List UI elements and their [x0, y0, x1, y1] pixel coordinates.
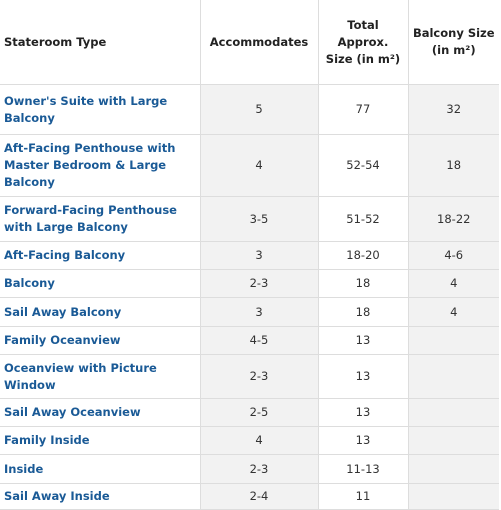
cell: 32	[407, 84, 499, 135]
stateroom-name: Aft-Facing Penthouse with Master Bedroom…	[0, 134, 200, 197]
cell: 5	[199, 84, 318, 135]
cell: 13	[317, 326, 408, 355]
cell: 4	[407, 297, 499, 327]
table-row: Sail Away Oceanview 2-5 13	[0, 398, 499, 427]
column-header: Accommodates	[199, 0, 318, 85]
cell: 18-20	[317, 241, 408, 270]
cell: 77	[317, 84, 408, 135]
cell: 3	[199, 241, 318, 270]
cell: 4	[199, 426, 318, 455]
cell: 4	[199, 134, 318, 197]
cell: 4-6	[407, 241, 499, 270]
cell: 13	[317, 354, 408, 399]
column-header: Stateroom Type	[0, 0, 200, 85]
cell: 4	[407, 269, 499, 298]
cell	[407, 354, 499, 399]
cell: 18	[317, 297, 408, 327]
table-row: Forward-Facing Penthouse with Large Balc…	[0, 196, 499, 242]
cell: 52-54	[317, 134, 408, 197]
cell: 2-3	[199, 269, 318, 298]
table-row: Aft-Facing Balcony 3 18-20 4-6	[0, 241, 499, 270]
cell: 3-5	[199, 196, 318, 242]
table-row: Owner's Suite with Large Balcony 5 77 32	[0, 84, 499, 135]
cell	[407, 426, 499, 455]
table-row: Sail Away Inside 2-4 11	[0, 483, 499, 510]
stateroom-name: Sail Away Oceanview	[0, 398, 200, 427]
cell: 2-3	[199, 454, 318, 484]
table-body: Owner's Suite with Large Balcony 5 77 32 Aft…	[0, 84, 499, 510]
cell: 4-5	[199, 326, 318, 355]
stateroom-name: Sail Away Balcony	[0, 297, 200, 327]
table-row: Sail Away Balcony 3 18 4	[0, 297, 499, 327]
stateroom-name: Aft-Facing Balcony	[0, 241, 200, 270]
cell: 18-22	[407, 196, 499, 242]
stateroom-name: Oceanview with Picture Window	[0, 354, 200, 399]
cell: 2-5	[199, 398, 318, 427]
cell: 13	[317, 398, 408, 427]
cell: 2-4	[199, 483, 318, 510]
cell: 18	[317, 269, 408, 298]
header-row: Stateroom Type Accommodates Total Approx. …	[0, 0, 499, 85]
table-row: Aft-Facing Penthouse with Master Bedroom…	[0, 134, 499, 197]
cell	[407, 483, 499, 510]
cell: 51-52	[317, 196, 408, 242]
table-row: Balcony 2-3 18 4	[0, 269, 499, 298]
column-header: Balcony Size (in m²)	[407, 0, 499, 85]
cell	[407, 398, 499, 427]
cell: 3	[199, 297, 318, 327]
stateroom-name: Sail Away Inside	[0, 483, 200, 510]
stateroom-name: Inside	[0, 454, 200, 484]
column-header: Total Approx. Size (in m²)	[317, 0, 408, 85]
table-row: Family Oceanview 4-5 13	[0, 326, 499, 355]
stateroom-name: Balcony	[0, 269, 200, 298]
table-row: Family Inside 4 13	[0, 426, 499, 455]
table-row: Oceanview with Picture Window 2-3 13	[0, 354, 499, 399]
stateroom-name: Family Inside	[0, 426, 200, 455]
stateroom-name: Family Oceanview	[0, 326, 200, 355]
cell	[407, 326, 499, 355]
cell: 18	[407, 134, 499, 197]
table-row: Inside 2-3 11-13	[0, 454, 499, 484]
stateroom-name: Forward-Facing Penthouse with Large Balc…	[0, 196, 200, 242]
cell: 2-3	[199, 354, 318, 399]
cell: 11	[317, 483, 408, 510]
cell	[407, 454, 499, 484]
stateroom-name: Owner's Suite with Large Balcony	[0, 84, 200, 135]
cell: 13	[317, 426, 408, 455]
cell: 11-13	[317, 454, 408, 484]
